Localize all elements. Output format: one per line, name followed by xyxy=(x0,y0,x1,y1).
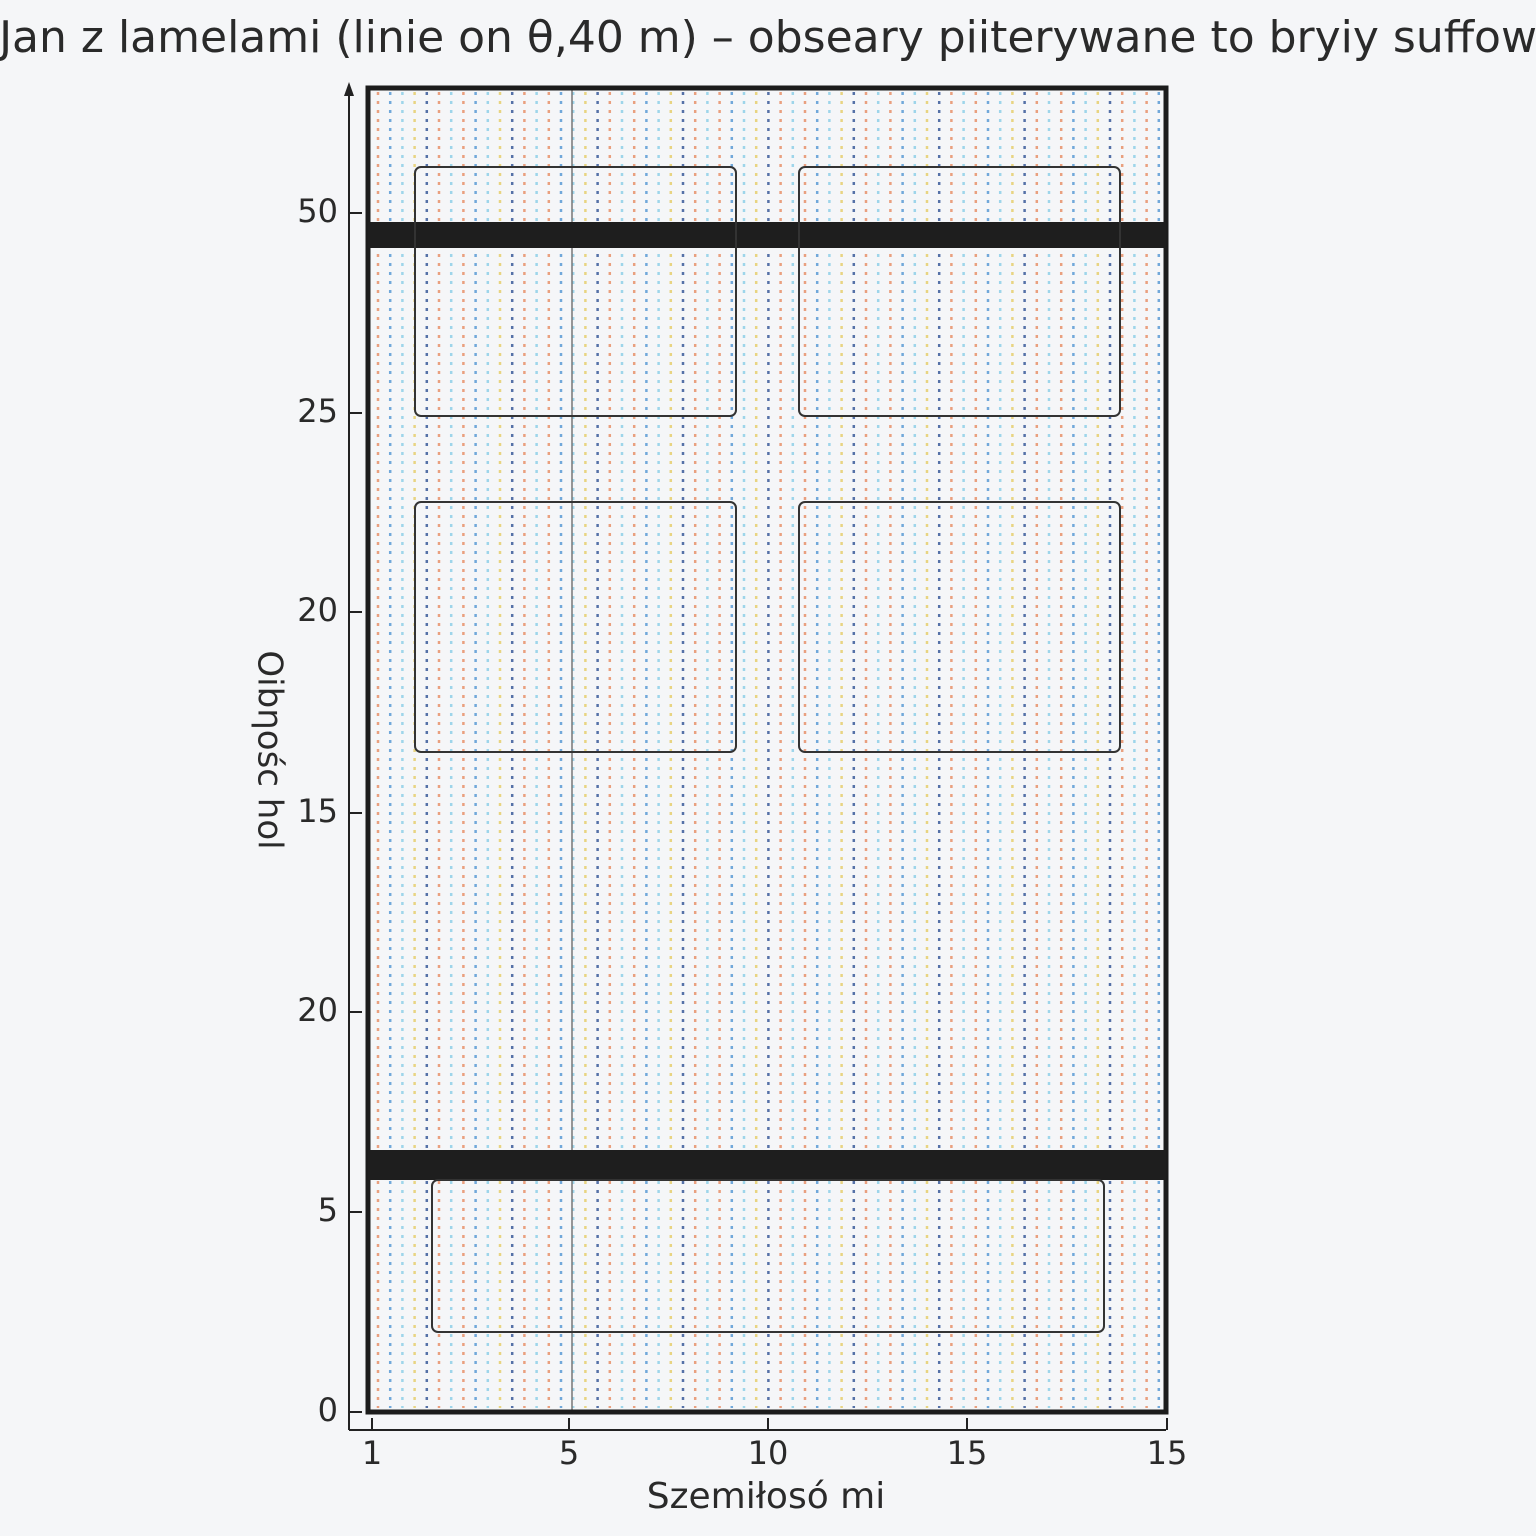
x-axis-label: Szemiłosó mi xyxy=(647,1476,886,1517)
y-tick-label: 20 xyxy=(297,591,338,629)
y-tick-label: 0 xyxy=(318,1391,338,1429)
beam-top xyxy=(368,222,1166,248)
panel xyxy=(414,501,737,753)
lamella-lines xyxy=(376,92,1161,1408)
panel xyxy=(798,501,1121,753)
panel xyxy=(414,166,737,417)
x-tick-label: 15 xyxy=(947,1434,988,1472)
y-tick-label: 5 xyxy=(318,1191,338,1229)
panel xyxy=(798,166,1121,417)
title: Jan z lamelami (linie on θ,40 m) – obsea… xyxy=(0,12,1536,63)
y-tick-label: 50 xyxy=(297,192,338,230)
x-tick-label: 15 xyxy=(1147,1434,1188,1472)
y-axis-label: Oibηośc hol xyxy=(250,650,290,849)
beam-bottom xyxy=(368,1150,1166,1180)
y-tick-label: 20 xyxy=(297,991,338,1029)
y-axis-arrow xyxy=(344,82,354,96)
y-tick-label: 15 xyxy=(297,792,338,830)
panel xyxy=(431,1179,1105,1333)
y-tick-label: 25 xyxy=(297,392,338,430)
panels xyxy=(414,166,1121,1333)
frame xyxy=(365,85,1169,1415)
x-tick-label: 5 xyxy=(559,1434,579,1472)
x-tick-label: 10 xyxy=(748,1434,789,1472)
x-tick-label: 1 xyxy=(362,1434,382,1472)
